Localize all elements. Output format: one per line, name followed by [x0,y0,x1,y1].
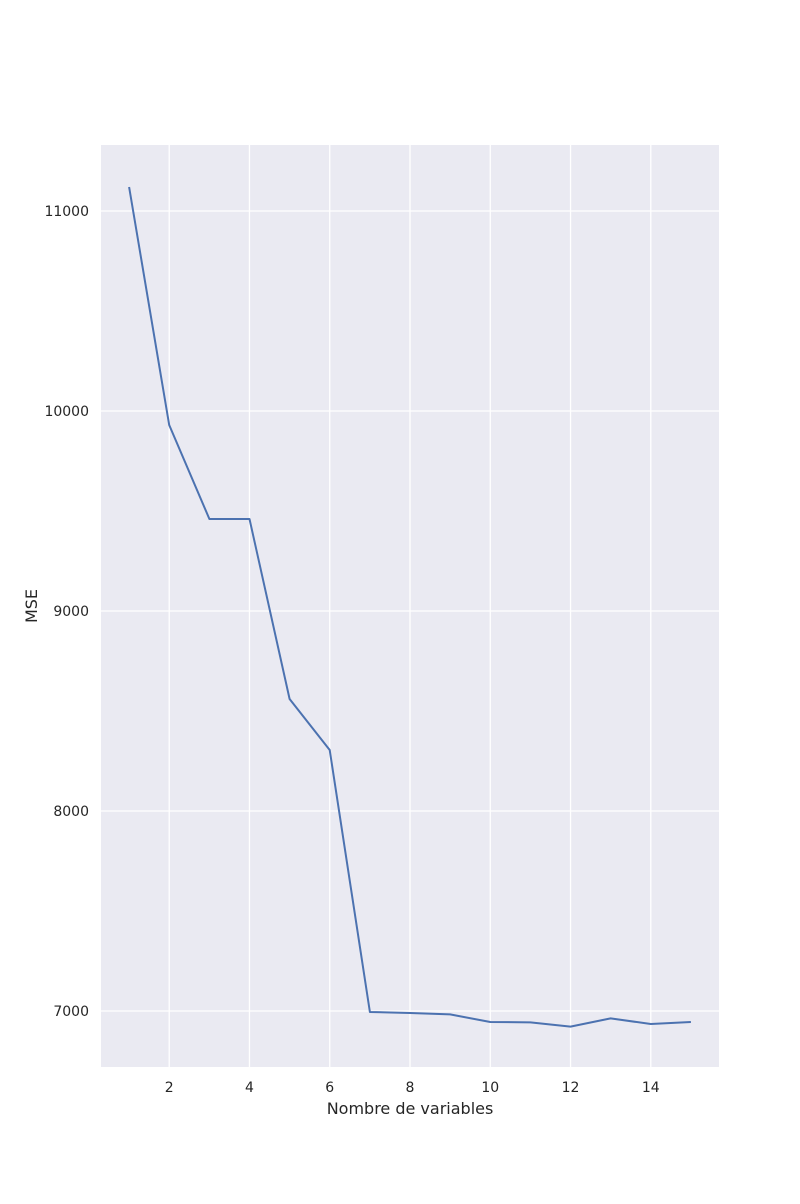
series-layer [128,186,691,1028]
series-line [128,186,691,1028]
y-axis-ticks: 7000 8000 9000 10000 11000 [44,204,89,1020]
grid-lines [101,145,719,1067]
x-tick-label: 6 [325,1080,334,1096]
x-axis-ticks: 2 4 6 8 10 12 14 [165,1080,660,1096]
y-tick-label: 10000 [44,404,89,420]
x-axis-label: Nombre de variables [327,1099,494,1118]
y-tick-label: 9000 [53,604,89,620]
x-tick-label: 10 [481,1080,499,1096]
x-tick-label: 4 [245,1080,254,1096]
x-tick-label: 14 [642,1080,660,1096]
x-tick-label: 2 [165,1080,174,1096]
y-tick-label: 8000 [53,804,89,820]
y-tick-label: 7000 [53,1004,89,1020]
x-tick-label: 12 [562,1080,580,1096]
y-axis-label: MSE [22,589,41,623]
y-tick-label: 11000 [44,204,89,220]
x-tick-label: 8 [406,1080,415,1096]
